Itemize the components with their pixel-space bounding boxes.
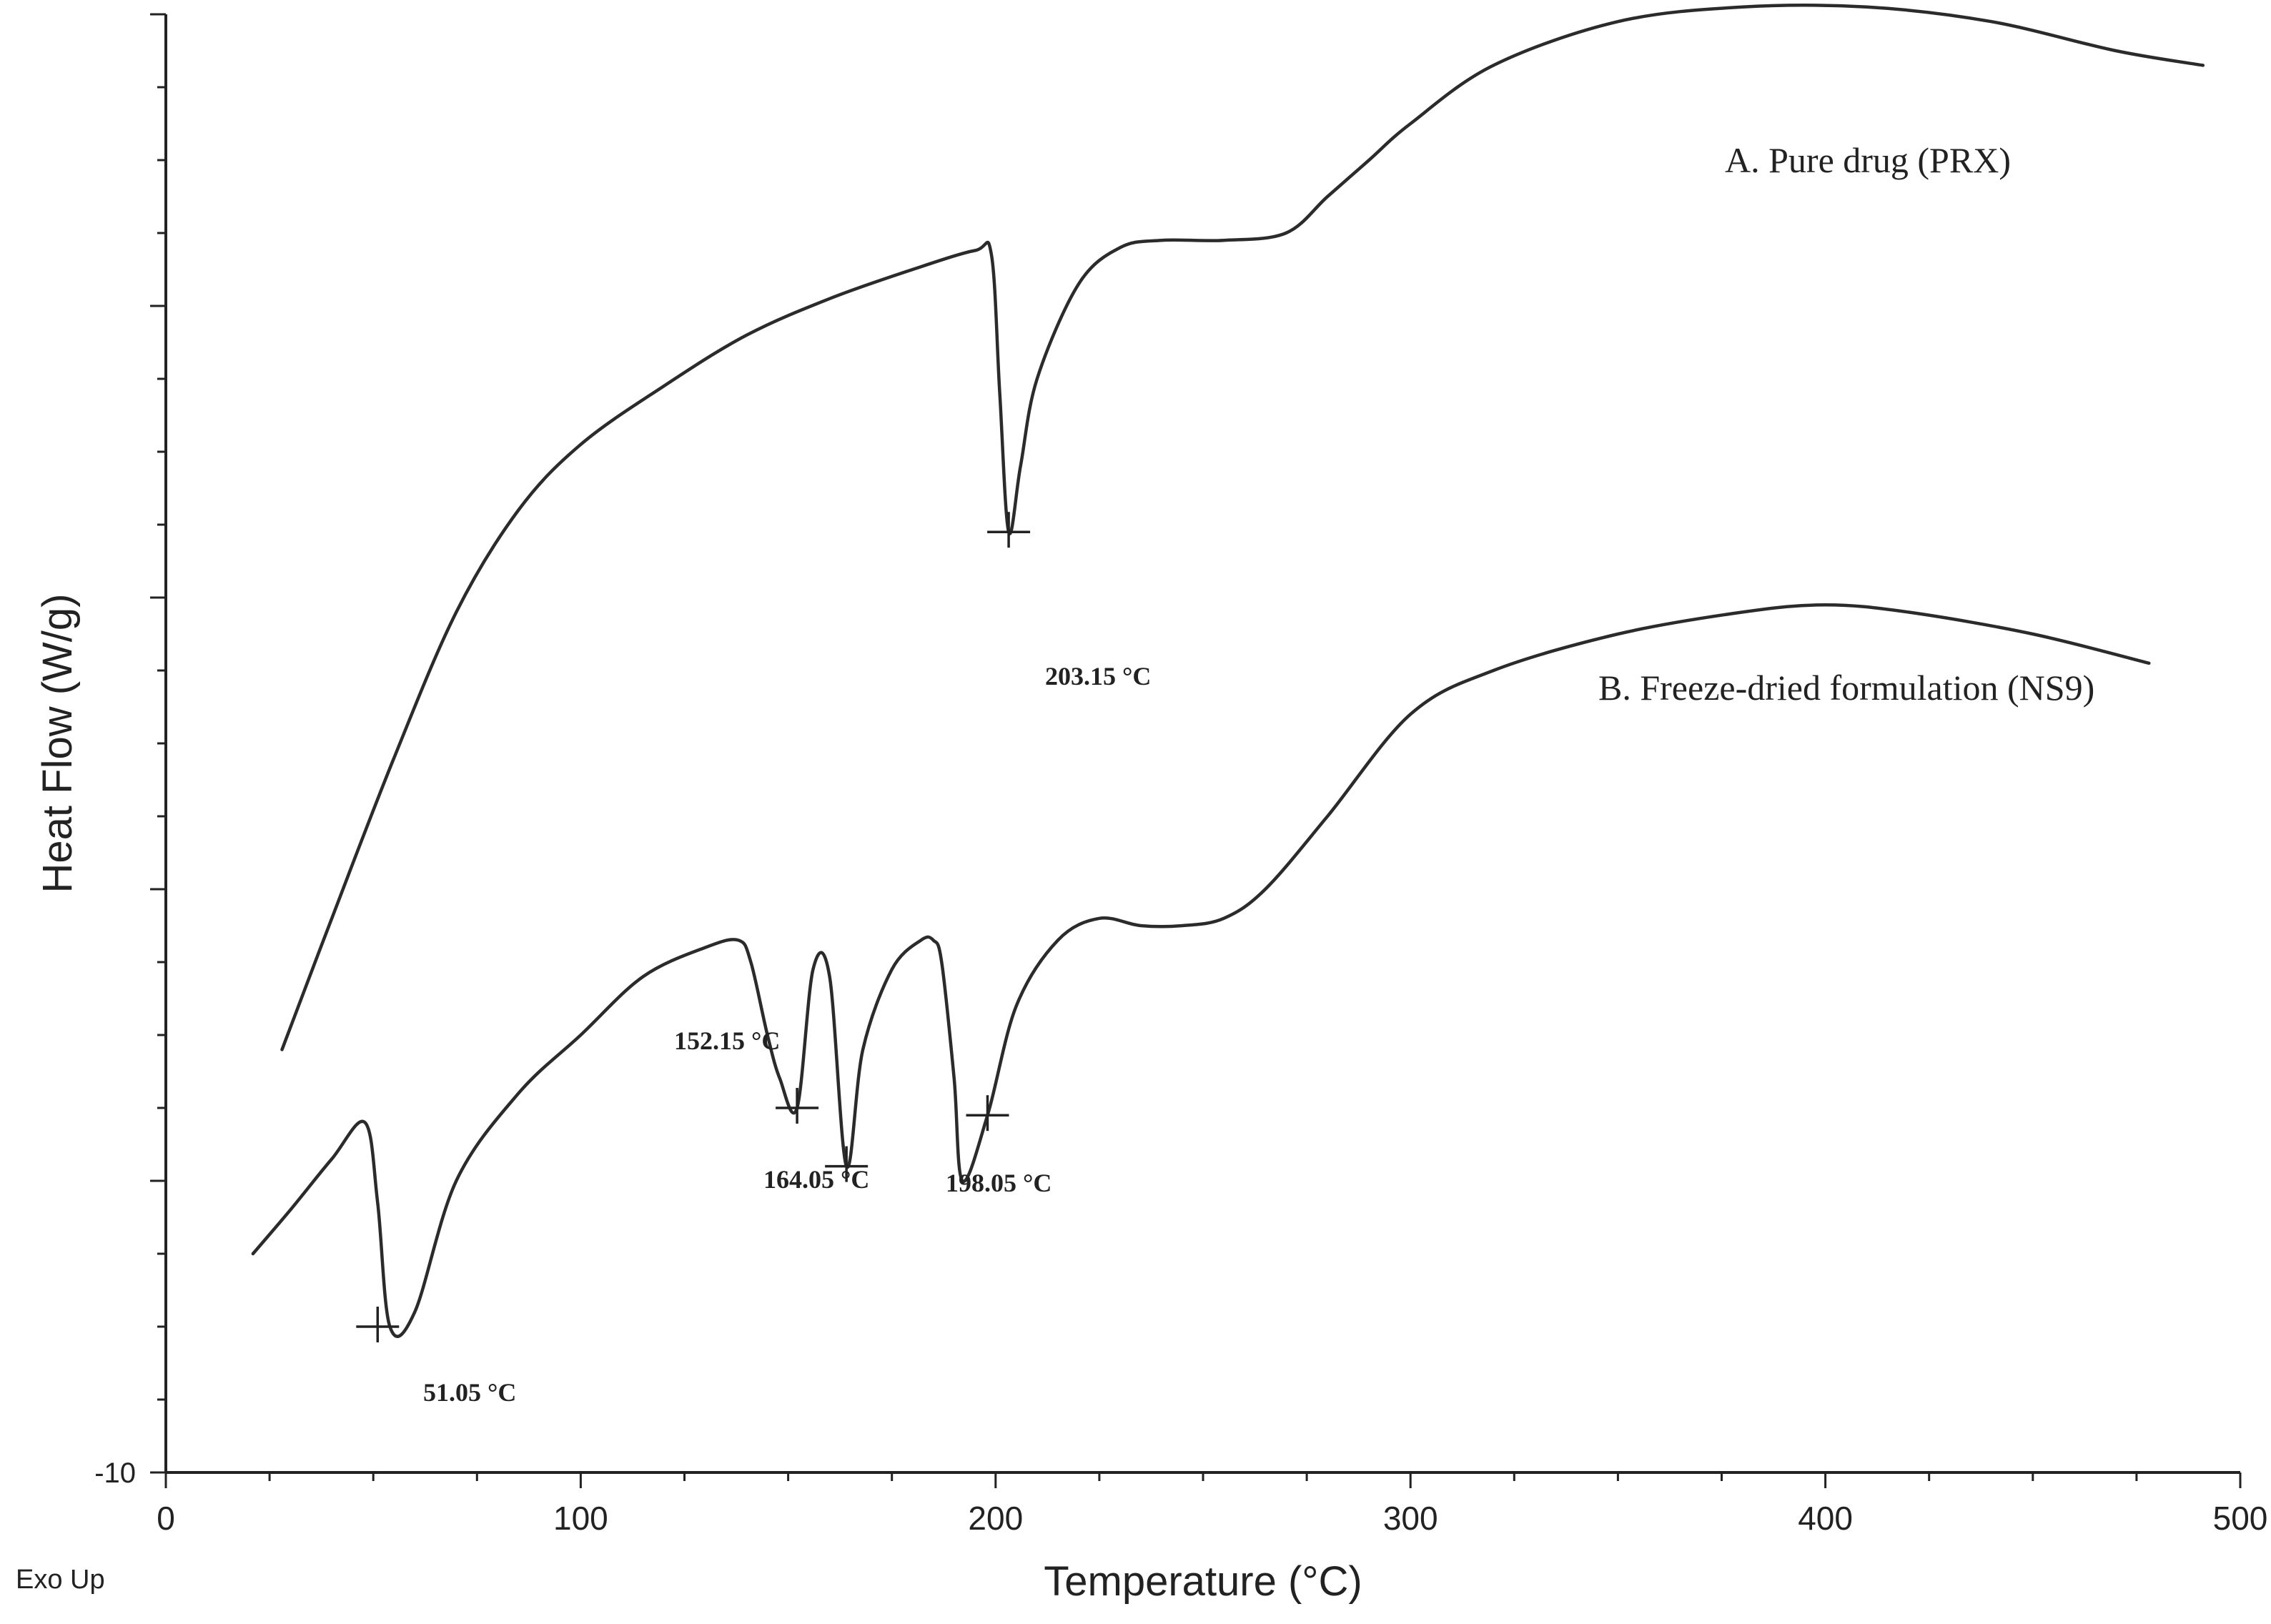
legend-label-series-a: A. Pure drug (PRX) — [1725, 140, 2011, 180]
peak-marker — [966, 1095, 1009, 1132]
peak-label-51: 51.05 °C — [423, 1378, 516, 1407]
x-tick-label: 400 — [1798, 1500, 1853, 1537]
curve-freeze-dried — [251, 603, 2151, 1338]
peak-marker — [825, 1146, 869, 1182]
x-tick-label: 500 — [2213, 1500, 2268, 1537]
annotation-marks — [356, 512, 1031, 1342]
x-tick-label: 300 — [1383, 1500, 1438, 1537]
y-tick-label-min: -10 — [94, 1457, 136, 1489]
peak-label-203: 203.15 °C — [1045, 662, 1151, 690]
legend-label-series-b: B. Freeze-dried formulation (NS9) — [1598, 668, 2094, 708]
y-minor-ticks — [150, 13, 166, 1474]
peak-marker — [776, 1088, 819, 1124]
x-tick-label: 0 — [157, 1500, 175, 1537]
peak-marker — [987, 512, 1031, 548]
peak-label-164: 164.05 °C — [763, 1165, 869, 1194]
y-axis-title: Heat Flow (W/g) — [34, 594, 81, 893]
peak-label-198: 198.05 °C — [946, 1169, 1052, 1197]
axes: 0 100 200 300 400 500 — [150, 13, 2267, 1537]
curve-pure-drug — [280, 4, 2205, 1051]
peak-label-152: 152.15 °C — [674, 1026, 780, 1055]
curves — [251, 4, 2205, 1338]
x-ticks: 0 100 200 300 400 500 — [157, 1472, 2267, 1537]
exo-up-note: Exo Up — [16, 1565, 105, 1595]
x-tick-label: 100 — [553, 1500, 608, 1537]
x-axis-title: Temperature (°C) — [1044, 1558, 1362, 1605]
peak-marker — [356, 1307, 400, 1342]
x-tick-label: 200 — [968, 1500, 1023, 1537]
